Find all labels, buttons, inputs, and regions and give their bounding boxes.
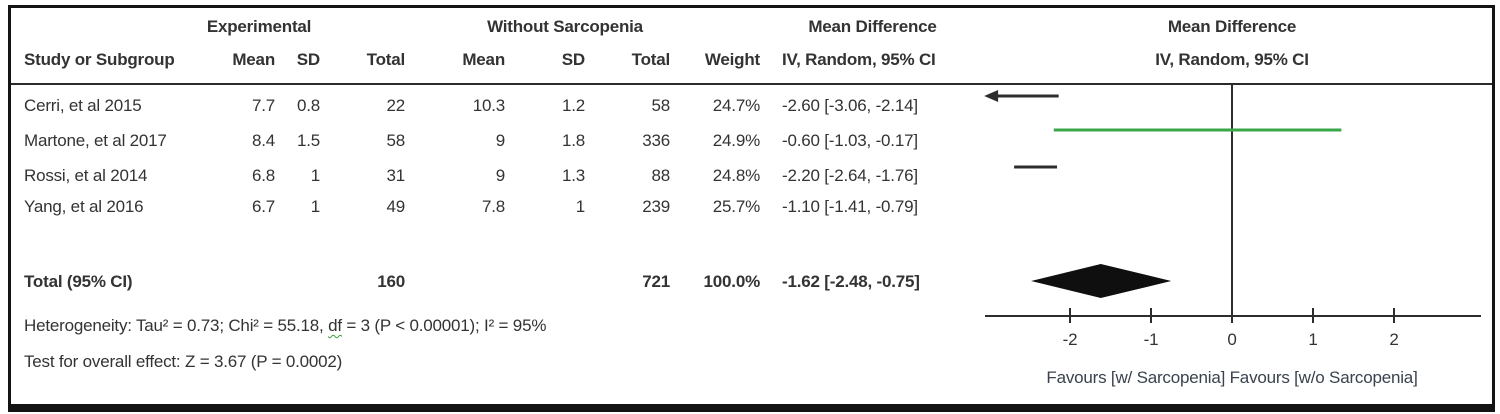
- axis-tick-label: 0: [1227, 330, 1237, 349]
- heterogeneity-df: df: [328, 316, 342, 335]
- cell-ctrl-total: 336: [642, 131, 670, 150]
- cell-weight: 24.7%: [712, 96, 760, 115]
- cell-exp-total: 22: [386, 96, 405, 115]
- column-group-experimental: Experimental: [206, 17, 312, 36]
- column-header-ci-plot: IV, Random, 95% CI: [1155, 50, 1309, 69]
- cell-exp-total: 49: [386, 197, 405, 216]
- ci-arrow-left-icon: [984, 90, 999, 102]
- table-row-study-name: Cerri, et al 2015: [24, 96, 142, 115]
- column-header-exp-mean: Mean: [232, 50, 275, 69]
- cell-exp-mean: 7.7: [251, 96, 275, 115]
- header-separator-line: [11, 83, 1492, 85]
- cell-exp-sd: 1: [310, 166, 320, 185]
- cell-weight: 24.9%: [712, 131, 760, 150]
- column-group-mean-difference-plot: Mean Difference: [1167, 17, 1297, 36]
- cell-exp-total: 58: [386, 131, 405, 150]
- column-group-mean-difference-text: Mean Difference: [808, 17, 937, 36]
- cell-ci: -2.20 [-2.64, -1.76]: [782, 166, 918, 185]
- heterogeneity-line: Heterogeneity: Tau² = 0.73; Chi² = 55.18…: [24, 316, 724, 336]
- table-row-study-name: Yang, et al 2016: [24, 197, 144, 216]
- heterogeneity-text-post: = 3 (P < 0.00001); I² = 95%: [341, 316, 547, 335]
- cell-exp-total: 31: [386, 166, 405, 185]
- column-header-exp-total: Total: [366, 50, 406, 69]
- cell-ctrl-sd: 1: [575, 197, 585, 216]
- table-row-study-name: Martone, et al 2017: [24, 131, 167, 150]
- column-header-ctrl-sd: SD: [561, 50, 585, 69]
- figure-border: [8, 5, 1495, 412]
- column-group-without-sarcopenia: Without Sarcopenia: [487, 17, 643, 36]
- summary-diamond: [1031, 264, 1172, 298]
- total-weight: 100.0%: [703, 272, 761, 291]
- cell-ci: -1.10 [-1.41, -0.79]: [782, 197, 918, 216]
- axis-tick-label: -2: [1062, 330, 1078, 349]
- column-header-ctrl-total: Total: [631, 50, 671, 69]
- cell-ctrl-sd: 1.3: [561, 166, 585, 185]
- column-header-exp-sd: SD: [296, 50, 320, 69]
- total-exp-total: 160: [377, 272, 405, 291]
- heterogeneity-text-pre: Heterogeneity: Tau² = 0.73; Chi² = 55.18…: [24, 316, 329, 335]
- column-header-ci: IV, Random, 95% CI: [782, 50, 936, 69]
- cell-exp-mean: 6.8: [251, 166, 275, 185]
- overall-effect-line: Test for overall effect: Z = 3.67 (P = 0…: [24, 352, 343, 371]
- column-header-ctrl-mean: Mean: [462, 50, 505, 69]
- cell-exp-sd: 0.8: [296, 96, 320, 115]
- cell-exp-sd: 1.5: [296, 131, 320, 150]
- cell-exp-mean: 6.7: [251, 197, 275, 216]
- column-header-weight: Weight: [704, 50, 760, 69]
- cell-ctrl-total: 239: [642, 197, 670, 216]
- cell-ctrl-mean: 10.3: [472, 96, 505, 115]
- total-row-label: Total (95% CI): [24, 272, 133, 291]
- cell-ctrl-total: 88: [651, 166, 670, 185]
- axis-tick-label: -1: [1143, 330, 1159, 349]
- cell-ctrl-mean: 9: [495, 131, 505, 150]
- cell-exp-sd: 1: [310, 197, 320, 216]
- table-row-study-name: Rossi, et al 2014: [24, 166, 148, 185]
- cell-ci: -0.60 [-1.03, -0.17]: [782, 131, 918, 150]
- cell-ci: -2.60 [-3.06, -2.14]: [782, 96, 918, 115]
- cell-ctrl-mean: 9: [495, 166, 505, 185]
- total-ci: -1.62 [-2.48, -0.75]: [782, 272, 920, 291]
- axis-tick-label: 1: [1308, 330, 1318, 349]
- cell-ctrl-mean: 7.8: [481, 197, 505, 216]
- cell-ctrl-sd: 1.8: [561, 131, 585, 150]
- cell-weight: 25.7%: [712, 197, 760, 216]
- cell-ctrl-sd: 1.2: [561, 96, 585, 115]
- total-ctrl-total: 721: [642, 272, 670, 291]
- axis-favours-label: Favours [w/ Sarcopenia] Favours [w/o Sar…: [1046, 368, 1418, 387]
- cell-ctrl-total: 58: [651, 96, 670, 115]
- cell-weight: 24.8%: [712, 166, 760, 185]
- cell-exp-mean: 8.4: [251, 131, 275, 150]
- column-header-study: Study or Subgroup: [24, 50, 175, 69]
- axis-tick-label: 2: [1389, 330, 1399, 349]
